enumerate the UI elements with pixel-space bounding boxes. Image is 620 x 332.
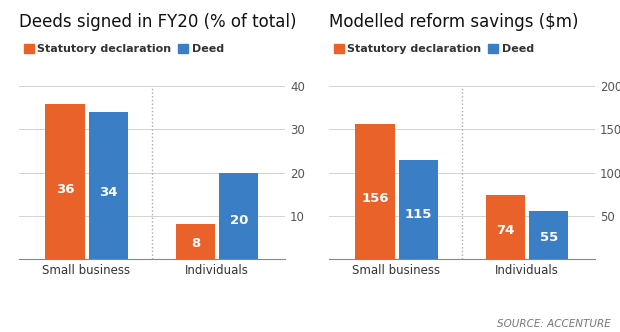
Bar	[89, 112, 128, 259]
Text: 34: 34	[99, 187, 117, 200]
Text: 115: 115	[404, 208, 432, 221]
Text: 8: 8	[191, 237, 200, 250]
Legend: Statutory declaration, Deed: Statutory declaration, Deed	[24, 43, 224, 54]
Bar	[355, 124, 394, 259]
Bar	[176, 224, 215, 259]
Bar	[219, 173, 259, 259]
Text: 74: 74	[497, 224, 515, 237]
Bar	[486, 195, 525, 259]
Bar	[45, 104, 84, 259]
Text: SOURCE: ACCENTURE: SOURCE: ACCENTURE	[497, 319, 611, 329]
Legend: Statutory declaration, Deed: Statutory declaration, Deed	[334, 43, 534, 54]
Text: Deeds signed in FY20 (% of total): Deeds signed in FY20 (% of total)	[19, 13, 296, 31]
Text: 156: 156	[361, 192, 389, 205]
Text: 36: 36	[56, 183, 74, 196]
Text: Modelled reform savings ($m): Modelled reform savings ($m)	[329, 13, 578, 31]
Bar	[529, 211, 569, 259]
Bar	[399, 160, 438, 259]
Text: 20: 20	[229, 213, 248, 227]
Text: 55: 55	[539, 231, 558, 244]
